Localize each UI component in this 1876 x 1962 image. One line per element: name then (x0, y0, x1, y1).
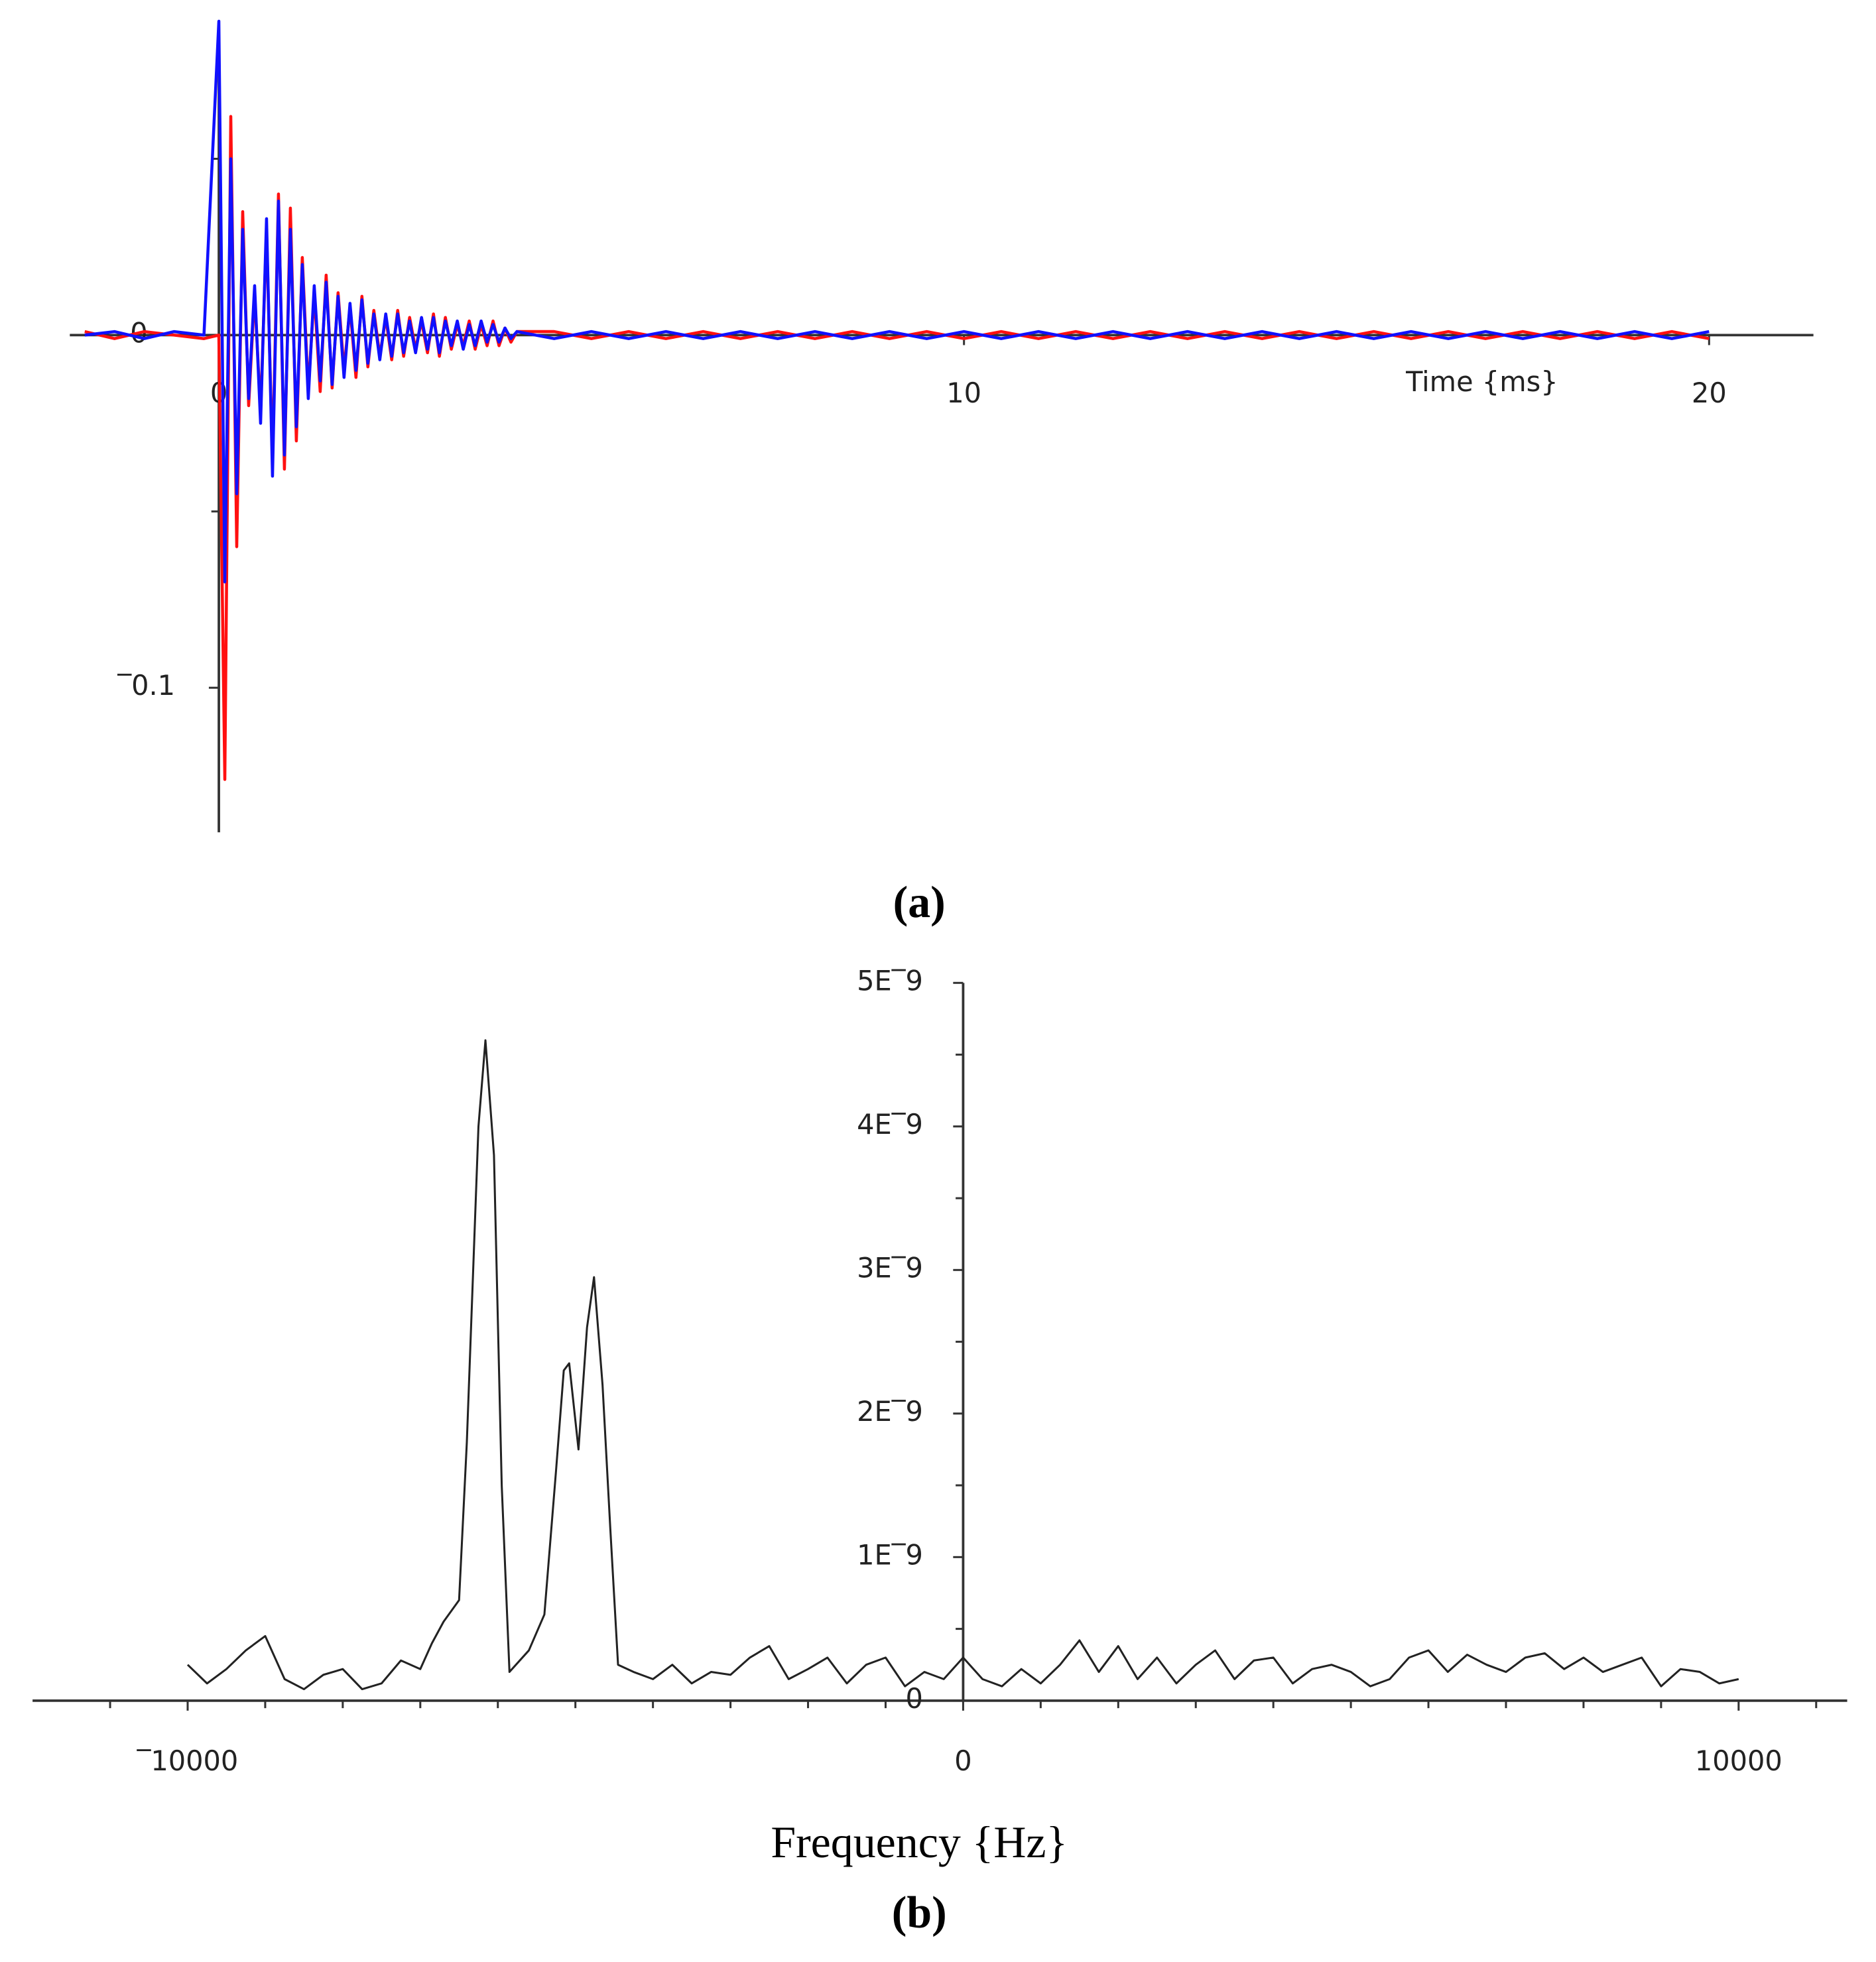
x-tick-label: 10000 (1695, 1745, 1782, 1777)
y-tick-label: 1E‾9 (857, 1538, 923, 1571)
y-tick-label: ‾0.1 (117, 669, 175, 702)
x-tick-label: 10 (946, 377, 981, 409)
y-tick-label: 4E‾9 (857, 1108, 923, 1140)
y-tick-label: 2E‾9 (857, 1395, 923, 1428)
caption: (b) (892, 1888, 947, 1937)
y-tick-label: 0 (905, 1682, 922, 1715)
caption: (a) (893, 877, 946, 927)
x-axis-label: Time {ms} (1405, 365, 1558, 398)
data-line (186, 1039, 1739, 1691)
data-line (84, 19, 1710, 583)
x-tick-label: ‾10000 (137, 1745, 239, 1777)
y-tick-label: 3E‾9 (857, 1251, 923, 1284)
x-axis-label: Frequency {Hz} (771, 1817, 1068, 1867)
x-tick-label: 0 (954, 1745, 971, 1777)
y-tick-label: 5E‾9 (857, 964, 923, 997)
x-tick-label: 20 (1692, 377, 1727, 409)
